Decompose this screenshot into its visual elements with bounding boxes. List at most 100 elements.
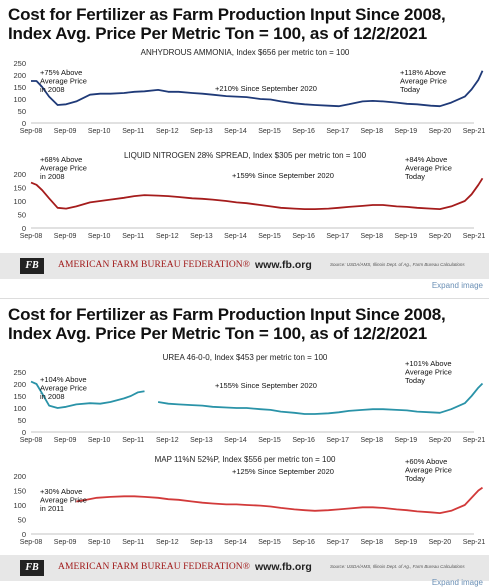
x-tick-label: Sep-09 bbox=[54, 539, 77, 546]
org-name: AMERICAN FARM BUREAU FEDERATION® bbox=[58, 260, 251, 270]
x-tick-label: Sep-11 bbox=[122, 128, 144, 135]
x-tick-label: Sep-17 bbox=[326, 233, 349, 240]
annotation: +104% Above Average Price in 2008 bbox=[40, 375, 87, 401]
x-tick-label: Sep-12 bbox=[156, 233, 179, 240]
x-tick-label: Sep-13 bbox=[190, 233, 213, 240]
y-tick-label: 200 bbox=[13, 170, 26, 179]
x-tick-label: Sep-21 bbox=[463, 233, 486, 240]
x-tick-label: Sep-11 bbox=[122, 233, 144, 240]
panel-title-line-1: Cost for Fertilizer as Farm Production I… bbox=[8, 305, 446, 324]
annotation: +60% Above Average Price Today bbox=[405, 457, 452, 483]
series-line bbox=[30, 380, 484, 415]
panel-title: Cost for Fertilizer as Farm Production I… bbox=[8, 305, 488, 343]
expand-image-link[interactable]: Expand image bbox=[431, 578, 483, 587]
chart-anhydrous-ammonia: ANHYDROUS AMMONIA, Index $656 per metric… bbox=[13, 48, 485, 135]
x-tick-label: Sep-12 bbox=[156, 437, 179, 444]
y-tick-label: 250 bbox=[13, 59, 26, 68]
y-tick-label: 100 bbox=[13, 404, 26, 413]
y-tick-label: 100 bbox=[13, 95, 26, 104]
chart-panel-2: Cost for Fertilizer as Farm Production I… bbox=[0, 300, 489, 587]
y-tick-label: 100 bbox=[13, 197, 26, 206]
expand-image-link[interactable]: Expand image bbox=[431, 281, 483, 290]
fb-url[interactable]: www.fb.org bbox=[255, 259, 312, 271]
x-tick-label: Sep-16 bbox=[292, 539, 315, 546]
source-note: Source: USDA/AMS, Illinois Dept. of Ag.,… bbox=[330, 262, 465, 267]
x-tick-label: Sep-18 bbox=[360, 437, 383, 444]
panel-title-line-2: Index Avg. Price Per Metric Ton = 100, a… bbox=[8, 24, 427, 43]
footer-bar: FB AMERICAN FARM BUREAU FEDERATION® www.… bbox=[0, 555, 489, 581]
panel-title: Cost for Fertilizer as Farm Production I… bbox=[8, 5, 488, 43]
annotation: +101% Above Average Price Today bbox=[405, 359, 452, 385]
y-tick-label: 50 bbox=[18, 516, 26, 525]
y-tick-label: 100 bbox=[13, 501, 26, 510]
annotation: +159% Since September 2020 bbox=[232, 171, 334, 180]
y-tick-label: 200 bbox=[13, 380, 26, 389]
x-tick-label: Sep-11 bbox=[122, 539, 144, 546]
x-tick-label: Sep-15 bbox=[258, 539, 281, 546]
x-tick-label: Sep-18 bbox=[360, 539, 383, 546]
x-tick-label: Sep-08 bbox=[20, 539, 43, 546]
x-tick-label: Sep-08 bbox=[20, 128, 43, 135]
divider bbox=[0, 298, 489, 299]
chart-panel-1: Cost for Fertilizer as Farm Production I… bbox=[0, 0, 489, 290]
x-tick-label: Sep-13 bbox=[190, 539, 213, 546]
x-tick-label: Sep-14 bbox=[224, 128, 247, 135]
y-tick-label: 150 bbox=[13, 487, 26, 496]
chart-title: MAP 11%N 52%P, Index $556 per metric ton… bbox=[155, 455, 336, 464]
x-tick-label: Sep-17 bbox=[326, 128, 349, 135]
x-tick-label: Sep-10 bbox=[88, 233, 111, 240]
x-tick-label: Sep-15 bbox=[258, 437, 281, 444]
x-tick-label: Sep-14 bbox=[224, 437, 247, 444]
y-tick-label: 0 bbox=[22, 428, 26, 437]
chart-liquid-nitrogen: LIQUID NITROGEN 28% SPREAD, Index $305 p… bbox=[13, 151, 486, 240]
chart-title: UREA 46-0-0, Index $453 per metric ton =… bbox=[163, 353, 328, 362]
x-tick-label: Sep-14 bbox=[224, 539, 247, 546]
x-tick-label: Sep-17 bbox=[326, 437, 349, 444]
y-tick-label: 0 bbox=[22, 530, 26, 539]
x-tick-label: Sep-09 bbox=[54, 128, 77, 135]
x-tick-label: Sep-19 bbox=[395, 128, 418, 135]
x-tick-label: Sep-21 bbox=[463, 437, 486, 444]
fb-url[interactable]: www.fb.org bbox=[255, 561, 312, 573]
fb-logo: FB bbox=[20, 258, 44, 274]
chart-title: ANHYDROUS AMMONIA, Index $656 per metric… bbox=[141, 48, 350, 57]
x-tick-label: Sep-12 bbox=[156, 539, 179, 546]
y-tick-label: 150 bbox=[13, 184, 26, 193]
panel-title-line-1: Cost for Fertilizer as Farm Production I… bbox=[8, 5, 446, 24]
annotation: +75% Above Average Price in 2008 bbox=[40, 68, 87, 94]
x-tick-label: Sep-16 bbox=[292, 437, 315, 444]
y-tick-label: 0 bbox=[22, 119, 26, 128]
x-tick-label: Sep-11 bbox=[122, 437, 144, 444]
x-tick-label: Sep-19 bbox=[395, 233, 418, 240]
x-tick-label: Sep-08 bbox=[20, 233, 43, 240]
annotation: +125% Since September 2020 bbox=[232, 467, 334, 476]
x-tick-label: Sep-20 bbox=[429, 437, 452, 444]
x-tick-label: Sep-19 bbox=[395, 539, 418, 546]
y-tick-label: 0 bbox=[22, 224, 26, 233]
x-tick-label: Sep-20 bbox=[429, 233, 452, 240]
x-tick-label: Sep-15 bbox=[258, 128, 281, 135]
x-tick-label: Sep-19 bbox=[395, 437, 418, 444]
chart-map: MAP 11%N 52%P, Index $556 per metric ton… bbox=[13, 455, 485, 546]
x-tick-label: Sep-13 bbox=[190, 437, 213, 444]
x-tick-label: Sep-18 bbox=[360, 233, 383, 240]
x-tick-label: Sep-20 bbox=[429, 539, 452, 546]
x-tick-label: Sep-14 bbox=[224, 233, 247, 240]
y-tick-label: 200 bbox=[13, 71, 26, 80]
footer-bar: FB AMERICAN FARM BUREAU FEDERATION® www.… bbox=[0, 253, 489, 279]
source-note: Source: USDA/AMS, Illinois Dept. of Ag.,… bbox=[330, 564, 465, 569]
y-tick-label: 250 bbox=[13, 368, 26, 377]
x-tick-label: Sep-10 bbox=[88, 128, 111, 135]
x-tick-label: Sep-17 bbox=[326, 539, 349, 546]
series-line bbox=[30, 177, 484, 210]
series-line bbox=[76, 486, 484, 514]
annotation: +118% Above Average Price Today bbox=[400, 68, 447, 94]
panel-title-line-2: Index Avg. Price Per Metric Ton = 100, a… bbox=[8, 324, 427, 343]
x-tick-label: Sep-16 bbox=[292, 128, 315, 135]
series-line bbox=[31, 70, 484, 108]
x-tick-label: Sep-10 bbox=[88, 437, 111, 444]
x-tick-label: Sep-20 bbox=[429, 128, 452, 135]
y-tick-label: 200 bbox=[13, 472, 26, 481]
y-tick-label: 50 bbox=[18, 107, 26, 116]
x-tick-label: Sep-08 bbox=[20, 437, 43, 444]
